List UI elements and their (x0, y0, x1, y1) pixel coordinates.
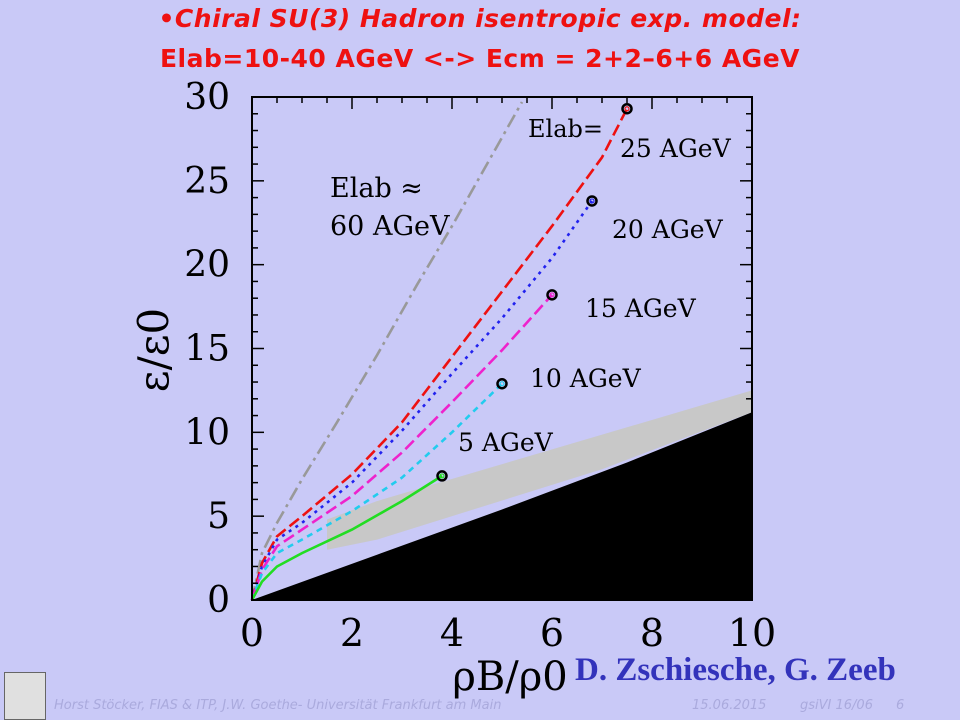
annotation-20-agev: 20 AGeV (612, 215, 724, 244)
y-tick-label: 5 (207, 496, 230, 537)
annotation-25-agev: 25 AGeV (620, 134, 732, 163)
y-tick-label: 15 (184, 329, 230, 370)
x-tick-label: 0 (240, 611, 264, 655)
series-line-3 (250, 293, 553, 601)
series-line-4 (250, 382, 503, 601)
y-axis-label-text: ε/ε0 (129, 308, 178, 392)
footer-page: 6 (896, 698, 905, 713)
author-credit: D. Zschiesche, G. Zeeb (575, 652, 896, 688)
x-tick-label: 4 (440, 611, 464, 655)
footer-date: 15.06.2015 (692, 698, 767, 713)
series-end-marker-4 (496, 377, 508, 390)
footer-author: Horst Stöcker, FIAS & ITP, J.W. Goethe- … (54, 698, 502, 713)
y-tick-label: 25 (184, 161, 230, 202)
black-region (252, 412, 752, 600)
y-tick-label: 0 (207, 580, 230, 621)
series-end-marker-2 (586, 195, 598, 207)
series-end-marker-inner-3 (549, 292, 555, 298)
series-line-0 (250, 101, 524, 601)
footer-ref: gsiVI 16/06 (800, 698, 873, 713)
series-end-marker-inner-4 (499, 381, 505, 387)
y-tick-label: 10 (184, 412, 230, 453)
x-tick-label: 10 (728, 611, 776, 655)
series-end-marker-inner-2 (589, 198, 595, 204)
series-end-marker-inner-1 (624, 106, 630, 112)
x-tick-label: 6 (540, 611, 564, 655)
series-line-1 (250, 108, 629, 601)
annotation-60-agev: 60 AGeV (330, 211, 450, 242)
annotation-elab-prefix: Elab= (528, 115, 603, 143)
series-line-5 (250, 474, 443, 601)
x-axis-label: ρB/ρ0 (452, 654, 567, 700)
series-end-marker-1 (621, 102, 633, 115)
series-end-marker-5 (436, 470, 448, 482)
series-end-marker-3 (546, 289, 558, 301)
annotation-10-agev: 10 AGeV (530, 364, 642, 393)
grey-band (327, 390, 752, 550)
x-tick-label: 8 (640, 611, 664, 655)
slide-title-line1: •Chiral SU(3) Hadron isentropic exp. mod… (158, 4, 802, 33)
x-tick-label: 2 (340, 611, 364, 655)
university-seal (4, 672, 46, 720)
series-end-marker-inner-5 (439, 473, 445, 479)
y-axis-label: ε/ε0 (129, 308, 178, 392)
annotation-5-agev: 5 AGeV (458, 428, 554, 457)
series-line-2 (250, 200, 594, 601)
slide-title-line2: Elab=10-40 AGeV <-> Ecm = 2+2–6+6 AGeV (159, 44, 801, 73)
annotation-elab-approx: Elab ≈ (330, 173, 423, 204)
y-tick-label: 30 (184, 77, 230, 118)
annotation-15-agev: 15 AGeV (585, 294, 697, 323)
y-tick-label: 20 (184, 245, 230, 286)
